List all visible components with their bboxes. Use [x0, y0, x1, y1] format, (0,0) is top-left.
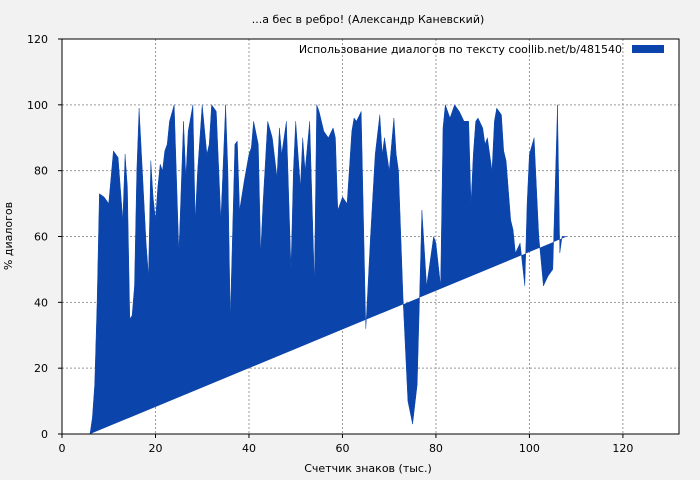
y-tick-label: 100	[27, 99, 48, 112]
x-tick-label: 120	[612, 442, 633, 455]
x-tick-label: 40	[242, 442, 256, 455]
legend-swatch	[632, 45, 664, 53]
y-tick-label: 0	[41, 428, 48, 441]
legend-label: Использование диалогов по тексту coollib…	[299, 43, 622, 56]
y-tick-label: 120	[27, 33, 48, 46]
y-tick-label: 20	[34, 362, 48, 375]
y-tick-label: 80	[34, 165, 48, 178]
tick-labels: 0 20 40 60 80 100 120 0 20 40 60 80 100 120	[27, 33, 633, 455]
y-tick-label: 40	[34, 296, 48, 309]
x-tick-label: 60	[335, 442, 349, 455]
x-tick-label: 80	[429, 442, 443, 455]
x-tick-label: 20	[148, 442, 162, 455]
chart-title: ...а бес в ребро! (Александр Каневский)	[252, 13, 485, 26]
x-axis-label: Счетчик знаков (тыс.)	[304, 462, 432, 475]
series-area	[89, 104, 567, 435]
series-area-group	[89, 104, 567, 435]
y-tick-label: 60	[34, 231, 48, 244]
x-tick-label: 100	[519, 442, 540, 455]
x-tick-label: 0	[59, 442, 66, 455]
y-axis-label: % диалогов	[2, 202, 15, 270]
